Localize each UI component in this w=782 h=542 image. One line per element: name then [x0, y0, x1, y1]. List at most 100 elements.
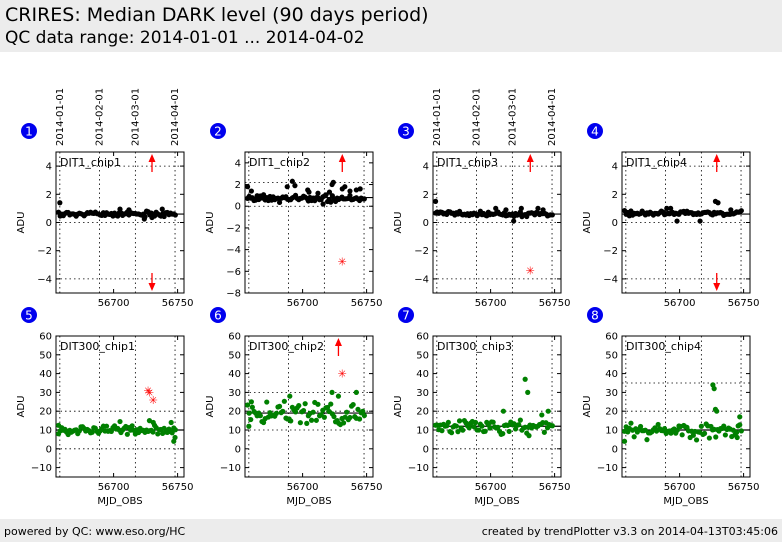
data-point	[728, 207, 734, 213]
data-point	[276, 199, 283, 206]
data-point	[89, 429, 95, 435]
out-of-range-arrow-up	[713, 154, 721, 162]
outlier-marker: ✳	[338, 256, 347, 269]
panel-badge-label: 3	[402, 125, 410, 139]
panel-badge	[210, 307, 226, 323]
y-tick-label: 0	[235, 202, 241, 213]
series-points	[432, 376, 555, 439]
x-tick-label: 56700	[475, 298, 507, 309]
data-point	[103, 423, 110, 429]
y-tick-label: 30	[605, 388, 618, 399]
data-point	[664, 205, 670, 211]
panel-2: 2 −8 −6 −4 −2 0 2 4 56700 56750 ADU ✳ DIT1_chip2	[205, 123, 383, 309]
y-tick-label: 0	[46, 444, 52, 455]
y-axis-label: ADU	[16, 396, 27, 418]
data-point	[476, 427, 482, 433]
y-tick-label: 10	[605, 426, 618, 437]
data-point	[453, 423, 459, 429]
data-point	[500, 431, 506, 437]
y-tick-label: 2	[423, 190, 429, 201]
x-tick-label: 56750	[728, 298, 760, 309]
y-tick-label: 0	[423, 218, 429, 229]
data-point	[698, 423, 704, 429]
data-point	[455, 429, 461, 435]
data-point	[495, 424, 501, 430]
page-subtitle: QC data range: 2014-01-01 ... 2014-04-02	[5, 28, 365, 48]
date-tick-label: 2014-04-01	[547, 88, 558, 146]
data-point	[260, 419, 267, 426]
data-point	[159, 206, 165, 212]
data-point	[340, 420, 347, 426]
data-point	[738, 428, 744, 434]
data-point	[541, 429, 547, 435]
panel-badge	[21, 307, 37, 323]
x-tick-label: 56700	[475, 482, 507, 493]
panel-1: 1 −4 −2 0 2 4 56700 56750 ADU 2014-01-01 2014-02-0…	[16, 88, 194, 309]
data-point	[126, 207, 132, 213]
data-point	[456, 418, 463, 424]
plot-frame	[432, 335, 562, 478]
data-point	[347, 188, 353, 194]
data-point	[315, 401, 321, 407]
data-point	[117, 418, 123, 425]
y-tick-label: 40	[228, 369, 241, 380]
out-of-range-arrow-up	[526, 154, 534, 162]
series-points	[621, 382, 744, 444]
data-point	[155, 431, 161, 437]
data-point	[150, 419, 156, 426]
y-tick-label: 40	[39, 369, 52, 380]
data-point	[124, 431, 130, 437]
y-tick-label: 0	[423, 444, 429, 455]
y-tick-label: −10	[408, 463, 429, 474]
data-point	[302, 401, 308, 407]
data-point	[361, 412, 367, 419]
data-point	[281, 398, 287, 404]
data-point	[487, 425, 493, 431]
data-point	[350, 401, 356, 408]
data-point	[117, 206, 123, 212]
x-tick-label: 56750	[351, 298, 383, 309]
y-tick-label: 40	[416, 369, 429, 380]
y-tick-label: −2	[603, 246, 618, 257]
x-tick-label: 56750	[539, 298, 571, 309]
data-point	[706, 435, 712, 441]
series-points	[244, 178, 367, 207]
data-point	[500, 408, 506, 414]
x-axis-label: MJD_OBS	[474, 496, 519, 507]
data-point	[693, 437, 700, 443]
y-tick-label: 50	[416, 350, 429, 361]
data-point	[284, 184, 290, 190]
data-point	[511, 218, 517, 224]
data-point	[172, 212, 178, 218]
data-point	[330, 179, 336, 185]
data-point	[674, 218, 680, 224]
y-tick-label: 4	[46, 162, 52, 173]
data-point	[721, 423, 727, 429]
data-point	[506, 428, 512, 435]
data-point	[655, 421, 661, 428]
x-axis-label: MJD_OBS	[663, 496, 708, 507]
data-point	[526, 433, 532, 439]
panel-badge	[398, 123, 414, 139]
y-tick-label: −4	[603, 274, 618, 285]
panel-4: 4 −4 −2 0 2 4 56700 56750 ADU DIT1_chip4	[582, 123, 760, 309]
panel-3: 3 −4 −2 0 2 4 56700 56750 ADU 2014-01-01 2014-02-0…	[393, 88, 571, 309]
y-tick-label: 20	[605, 407, 618, 418]
data-point	[310, 409, 316, 415]
y-tick-label: 60	[39, 332, 52, 343]
plot-frame	[621, 335, 751, 478]
panel-8: 8 −10 0 10 20 30 40 50 60 56700 56750 ADU MJD_OBS DIT…	[582, 307, 760, 507]
outlier-marker: ✳	[338, 368, 347, 381]
data-point	[141, 216, 147, 222]
data-point	[471, 424, 477, 430]
x-axis-label: MJD_OBS	[97, 496, 142, 507]
panel-name-label: DIT300_chip4	[626, 340, 701, 353]
y-tick-label: 50	[228, 350, 241, 361]
series-points	[432, 198, 555, 224]
x-tick-label: 56700	[664, 482, 696, 493]
y-tick-label: −4	[226, 245, 241, 256]
out-of-range-arrow-up	[148, 154, 156, 162]
y-tick-label: 20	[39, 407, 52, 418]
page-title: CRIRES: Median DARK level (90 days perio…	[5, 4, 429, 26]
data-point	[246, 423, 252, 429]
